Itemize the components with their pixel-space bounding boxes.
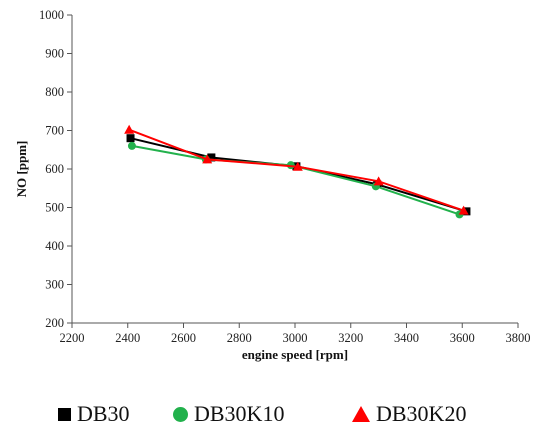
data-point: [292, 161, 303, 171]
square-marker-icon: [58, 407, 71, 421]
triangle-marker-icon: [352, 406, 370, 422]
plot-area: [124, 124, 471, 219]
y-tick-label: 800: [45, 85, 64, 99]
y-tick-label: 300: [45, 278, 64, 292]
y-tick-label: 200: [45, 316, 64, 330]
series-db30k20: [124, 124, 469, 215]
y-tick-label: 700: [45, 124, 64, 138]
legend-item-db30k20: DB30K20: [352, 396, 466, 432]
x-tick-label: 2600: [171, 331, 196, 345]
series-db30k10: [127, 141, 464, 219]
legend-label: DB30K20: [376, 401, 467, 426]
data-point: [126, 134, 135, 143]
legend-item-db30k10: DB30K10: [173, 396, 284, 432]
data-point: [458, 205, 469, 215]
series-db30: [126, 134, 471, 216]
legend-item-db30: DB30: [58, 396, 130, 432]
data-point: [202, 154, 213, 164]
y-tick-label: 900: [45, 47, 64, 61]
x-tick-label: 3400: [394, 331, 419, 345]
x-tick-label: 2400: [115, 331, 140, 345]
y-tick-label: 400: [45, 239, 64, 253]
x-tick-label: 2800: [227, 331, 252, 345]
legend-label: DB30: [77, 401, 130, 426]
x-tick-label: 3000: [283, 331, 308, 345]
y-tick-label: 500: [45, 201, 64, 215]
chart: 200 300 400 500 600 700 800 900 1000 2200 2400 2600…: [14, 8, 531, 362]
y-axis-label: NO [ppm]: [14, 141, 29, 198]
y-tick-label: 600: [45, 162, 64, 176]
legend-label: DB30K10: [194, 401, 285, 426]
data-point: [207, 153, 216, 162]
x-tick-label: 3800: [506, 331, 531, 345]
y-tick-label: 1000: [39, 8, 64, 22]
x-tick-label: 2200: [60, 331, 85, 345]
series-line: [131, 144, 460, 216]
data-point: [127, 141, 136, 150]
data-point: [124, 124, 135, 134]
ticks: 200 300 400 500 600 700 800 900 1000 2200 2400 2600…: [39, 8, 531, 345]
circle-marker-icon: [173, 406, 188, 422]
data-point: [373, 176, 384, 186]
x-axis-label: engine speed [rpm]: [242, 347, 348, 362]
x-tick-label: 3200: [338, 331, 363, 345]
x-tick-label: 3600: [450, 331, 475, 345]
legend: DB30 DB30K10 DB30K20: [0, 396, 550, 432]
